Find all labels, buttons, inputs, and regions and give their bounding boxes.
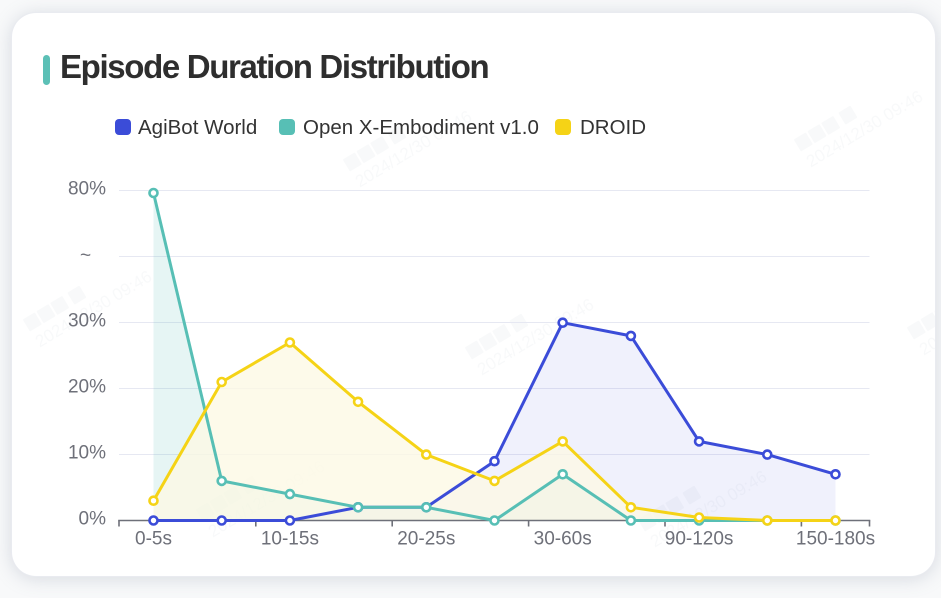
svg-text:0-5s: 0-5s	[135, 529, 172, 550]
svg-text:10%: 10%	[68, 443, 106, 464]
svg-text:20%: 20%	[68, 377, 106, 398]
svg-text:30%: 30%	[68, 311, 106, 332]
svg-text:150-180s: 150-180s	[796, 529, 875, 550]
svg-text:10-15s: 10-15s	[261, 529, 319, 550]
svg-text:90-120s: 90-120s	[665, 529, 734, 550]
svg-text:~: ~	[80, 246, 91, 267]
svg-text:30-60s: 30-60s	[534, 529, 592, 550]
svg-text:80%: 80%	[68, 179, 106, 200]
svg-text:0%: 0%	[79, 509, 107, 530]
svg-text:20-25s: 20-25s	[397, 529, 455, 550]
